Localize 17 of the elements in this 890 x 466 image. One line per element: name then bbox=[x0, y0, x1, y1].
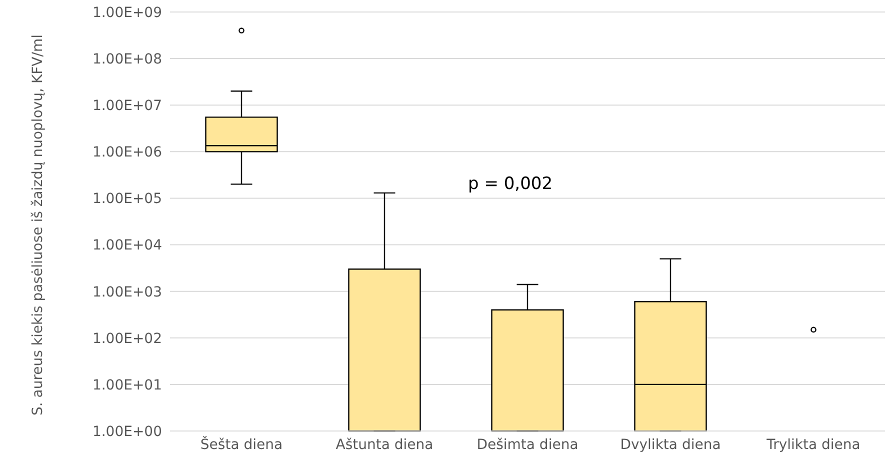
x-tick-label: Dvylikta diena bbox=[620, 436, 721, 453]
y-tick-label: 1.00E+08 bbox=[92, 52, 162, 68]
x-tick-label: Aštunta diena bbox=[336, 436, 434, 453]
x-tick-label: Šešta diena bbox=[200, 436, 283, 453]
y-tick-label: 1.00E+02 bbox=[92, 330, 162, 347]
y-tick-label: 1.00E+06 bbox=[92, 144, 162, 161]
y-tick-label: 1.00E+04 bbox=[92, 238, 162, 254]
y-tick-label: 1.00E+05 bbox=[92, 191, 162, 208]
x-tick-label: Trylikta diena bbox=[766, 436, 860, 453]
y-axis-title: S. aureus kiekis pasėliuose iš žaizdų nuoplovų, KFV/ml bbox=[29, 34, 47, 418]
annotation: p = 0,002 bbox=[468, 174, 553, 194]
y-tick-label: 1.00E+09 bbox=[92, 4, 162, 21]
y-tick-label: 1.00E+03 bbox=[92, 284, 162, 300]
y-tick-label: 1.00E+01 bbox=[92, 377, 162, 394]
y-tick-label: 1.00E+07 bbox=[92, 98, 162, 114]
y-tick-label: 1.00E+00 bbox=[92, 424, 162, 440]
x-tick-label: Dešimta diena bbox=[476, 436, 578, 453]
